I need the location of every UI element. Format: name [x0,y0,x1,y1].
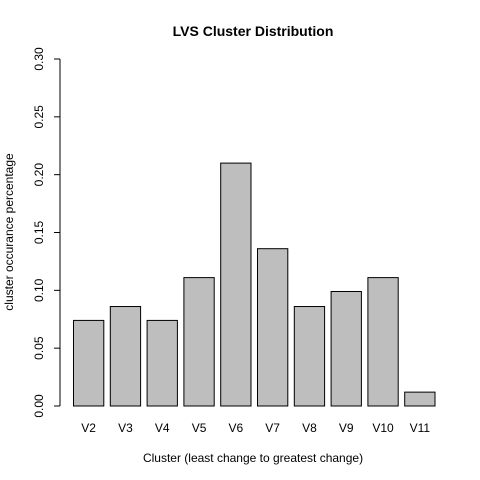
y-tick-label: 0.10 [32,278,46,302]
bar-v7 [257,248,289,407]
x-tick-label-v10: V10 [372,421,394,435]
y-tick-label: 0.15 [32,220,46,244]
plot-area: V2 V3 V4 V5 V6 V7 V8 V9 V10 V11 0.00 0.05 0.10 0.15 0.… [32,47,436,435]
bar-v4 [146,319,178,407]
x-tick-label-v11: V11 [410,421,431,435]
x-tick-label-v2: V2 [81,421,96,435]
y-tick-label: 0.00 [32,394,46,418]
bar-v2 [73,319,105,407]
bar-v11 [404,391,436,407]
y-tick-label: 0.05 [32,336,46,360]
x-tick-label-v4: V4 [155,421,170,435]
bar-v3 [109,306,142,407]
x-tick-label-v3: V3 [118,421,133,435]
x-axis-label: Cluster (least change to greatest change… [143,451,363,465]
x-tick-label-v5: V5 [192,421,207,435]
bar-v5 [183,277,215,407]
chart-title: LVS Cluster Distribution [173,23,334,39]
bar-v6 [220,162,252,407]
y-axis-label: cluster occurance percentage [2,153,16,311]
y-tick-label: 0.25 [32,105,46,129]
bar-v9 [330,290,362,407]
x-tick-label-v8: V8 [302,421,317,435]
x-tick-label-v9: V9 [339,421,354,435]
y-tick-label: 0.20 [32,163,46,187]
y-tick-label: 0.30 [32,47,46,71]
bar-v10 [367,277,399,407]
x-tick-label-v6: V6 [229,421,244,435]
bar-v8 [293,306,326,407]
x-tick-label-v7: V7 [265,421,280,435]
